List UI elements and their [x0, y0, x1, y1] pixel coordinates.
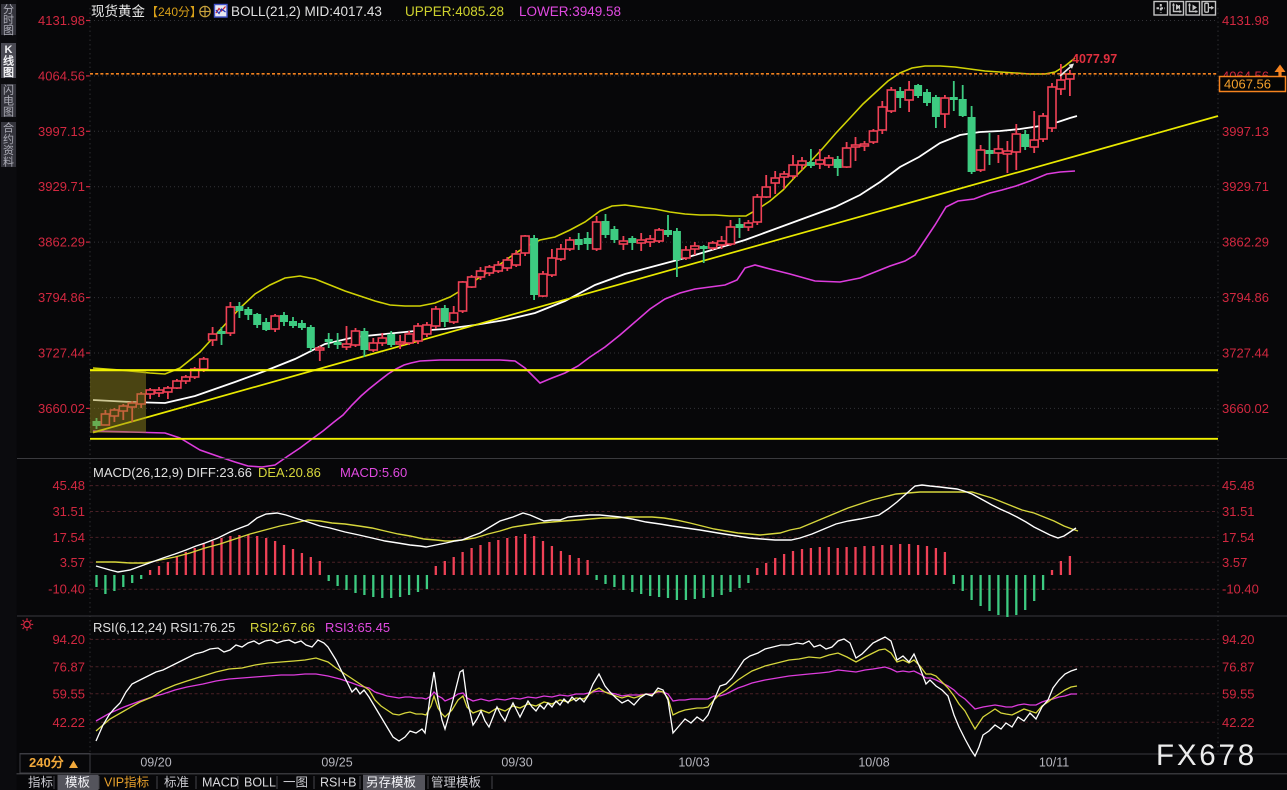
- svg-text:LOWER:3949.58: LOWER:3949.58: [519, 4, 621, 19]
- svg-text:RSI+B: RSI+B: [320, 776, 356, 790]
- svg-text:240分: 240分: [29, 755, 64, 770]
- svg-text:10/03: 10/03: [678, 756, 709, 770]
- svg-text:标准: 标准: [164, 776, 189, 790]
- svg-text:4067.56: 4067.56: [1224, 77, 1271, 92]
- svg-text:76.87: 76.87: [52, 659, 85, 674]
- svg-text:4131.98: 4131.98: [1222, 13, 1269, 28]
- svg-text:17.54: 17.54: [52, 530, 85, 545]
- svg-text:3997.13: 3997.13: [38, 124, 85, 139]
- svg-text:42.22: 42.22: [52, 715, 85, 730]
- svg-text:3727.44: 3727.44: [1222, 346, 1269, 361]
- svg-text:09/30: 09/30: [501, 756, 532, 770]
- svg-text:3929.71: 3929.71: [38, 179, 85, 194]
- svg-text:31.51: 31.51: [1222, 504, 1255, 519]
- svg-text:约: 约: [3, 133, 14, 146]
- svg-text:45.48: 45.48: [52, 478, 85, 493]
- svg-text:4077.97: 4077.97: [1072, 52, 1117, 66]
- svg-text:3862.29: 3862.29: [1222, 235, 1269, 250]
- svg-text:3.57: 3.57: [60, 555, 85, 570]
- svg-text:现货黄金: 现货黄金: [91, 3, 145, 19]
- svg-text:RSI(6,12,24) RSI1:76.25: RSI(6,12,24) RSI1:76.25: [93, 620, 235, 635]
- svg-text:94.20: 94.20: [52, 632, 85, 647]
- svg-text:10/08: 10/08: [858, 756, 889, 770]
- svg-text:一图: 一图: [283, 776, 308, 790]
- svg-text:K: K: [5, 44, 13, 56]
- svg-text:RSI2:67.66: RSI2:67.66: [250, 620, 315, 635]
- svg-text:42.22: 42.22: [1222, 715, 1255, 730]
- svg-text:图: 图: [3, 106, 14, 119]
- svg-text:分: 分: [3, 3, 14, 16]
- svg-text:3.57: 3.57: [1222, 555, 1247, 570]
- svg-text:RSI3:65.45: RSI3:65.45: [325, 620, 390, 635]
- svg-text:09/20: 09/20: [140, 756, 171, 770]
- svg-text:-10.40: -10.40: [1222, 582, 1259, 597]
- svg-text:线: 线: [3, 54, 14, 68]
- svg-text:管理模板: 管理模板: [431, 775, 482, 790]
- svg-text:31.51: 31.51: [52, 504, 85, 519]
- svg-text:3727.44: 3727.44: [38, 346, 85, 361]
- svg-text:DEA:20.86: DEA:20.86: [258, 465, 321, 480]
- svg-text:76.87: 76.87: [1222, 659, 1255, 674]
- svg-text:料: 料: [3, 154, 14, 168]
- svg-text:09/25: 09/25: [321, 756, 352, 770]
- svg-text:FX678: FX678: [1156, 739, 1257, 772]
- svg-text:BOLL: BOLL: [244, 776, 276, 790]
- svg-text:BOLL(21,2) MID:4017.43: BOLL(21,2) MID:4017.43: [231, 4, 382, 19]
- svg-text:图: 图: [3, 24, 14, 37]
- svg-text:3660.02: 3660.02: [38, 401, 85, 416]
- svg-text:UPPER:4085.28: UPPER:4085.28: [405, 4, 504, 19]
- svg-text:59.55: 59.55: [1222, 686, 1255, 701]
- svg-text:VIP指标: VIP指标: [104, 775, 149, 790]
- svg-text:17.54: 17.54: [1222, 530, 1255, 545]
- svg-text:【240分】: 【240分】: [146, 5, 202, 19]
- svg-text:4131.98: 4131.98: [38, 13, 85, 28]
- svg-text:合: 合: [3, 121, 14, 135]
- svg-text:另存模板: 另存模板: [366, 776, 417, 790]
- svg-text:模板: 模板: [65, 776, 91, 790]
- svg-text:MACD: MACD: [202, 776, 239, 790]
- svg-text:3929.71: 3929.71: [1222, 179, 1269, 194]
- svg-text:指标: 指标: [28, 775, 53, 790]
- svg-text:-10.40: -10.40: [48, 582, 85, 597]
- svg-text:3794.86: 3794.86: [1222, 290, 1269, 305]
- svg-text:MACD:5.60: MACD:5.60: [340, 465, 407, 480]
- svg-text:3794.86: 3794.86: [38, 290, 85, 305]
- svg-text:94.20: 94.20: [1222, 632, 1255, 647]
- svg-text:45.48: 45.48: [1222, 478, 1255, 493]
- svg-text:MACD(26,12,9) DIFF:23.66: MACD(26,12,9) DIFF:23.66: [93, 465, 252, 480]
- svg-text:10/11: 10/11: [1039, 756, 1069, 770]
- svg-text:59.55: 59.55: [52, 686, 85, 701]
- svg-text:电: 电: [3, 95, 14, 108]
- svg-text:闪: 闪: [3, 83, 14, 97]
- svg-text:3997.13: 3997.13: [1222, 124, 1269, 139]
- svg-text:4064.56: 4064.56: [38, 68, 85, 83]
- svg-text:3660.02: 3660.02: [1222, 401, 1269, 416]
- svg-text:图: 图: [3, 66, 14, 79]
- svg-text:资: 资: [3, 144, 14, 157]
- svg-text:时: 时: [3, 14, 14, 27]
- svg-text:3862.29: 3862.29: [38, 235, 85, 250]
